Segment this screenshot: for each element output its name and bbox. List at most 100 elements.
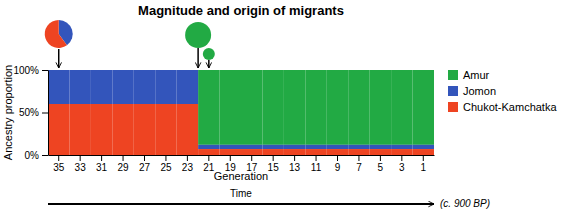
annotation: Time — [230, 188, 252, 199]
bar — [198, 145, 219, 149]
tick-mark — [358, 155, 359, 161]
tick-mark — [316, 155, 317, 161]
tick: 11 — [311, 155, 322, 173]
tick-label: 9 — [335, 162, 341, 173]
tick-label: 0% — [25, 150, 40, 161]
tick-label: 25 — [160, 162, 172, 173]
bar — [112, 104, 133, 155]
tick-mark — [337, 155, 338, 161]
bar — [284, 145, 305, 149]
bar — [305, 145, 326, 149]
tick-label: 35 — [53, 162, 65, 173]
bar — [327, 149, 348, 155]
tick-mark — [101, 155, 102, 161]
legend-item: Amur — [448, 69, 490, 81]
tick-mark — [187, 155, 188, 161]
tick: 25 — [160, 155, 172, 173]
tick-mark — [165, 155, 166, 161]
pie-slice — [45, 20, 67, 48]
bar — [155, 104, 176, 155]
bar — [241, 145, 262, 149]
bar — [198, 70, 219, 145]
migrant-circle-large — [185, 22, 211, 48]
tick: 9 — [335, 155, 341, 173]
bar — [348, 149, 369, 155]
legend-label: Amur — [463, 69, 490, 81]
bar — [241, 70, 262, 145]
tick-mark — [42, 155, 48, 156]
bar — [220, 70, 241, 145]
bar — [198, 149, 219, 155]
annotation: (c. 900 BP) — [440, 198, 490, 209]
bar — [177, 104, 198, 155]
tick-mark — [42, 113, 48, 114]
bar — [69, 70, 90, 104]
bars — [48, 70, 434, 155]
tick: 100% — [13, 65, 48, 76]
tick: 5 — [378, 155, 384, 173]
tick: 15 — [268, 155, 280, 173]
tick-label: 23 — [182, 162, 194, 173]
tick: 29 — [117, 155, 129, 173]
legend-swatch — [448, 102, 458, 112]
legend-label: Chukot-Kamchatka — [463, 101, 557, 113]
tick-mark — [80, 155, 81, 161]
migrant-circle-small — [203, 48, 215, 60]
bar — [134, 104, 155, 155]
legend-swatch — [448, 70, 458, 80]
tick-mark — [380, 155, 381, 161]
tick-label: 100% — [13, 65, 39, 76]
bar — [112, 70, 133, 104]
legend-swatch — [448, 86, 458, 96]
tick-label: 15 — [268, 162, 280, 173]
tick-mark — [401, 155, 402, 161]
legend-label: Jomon — [463, 85, 496, 97]
tick: 1 — [420, 155, 426, 173]
tick-label: 27 — [139, 162, 151, 173]
tick-label: 33 — [75, 162, 87, 173]
bar — [327, 70, 348, 145]
arrow — [48, 203, 434, 205]
bar — [370, 70, 391, 145]
tick: 3 — [399, 155, 405, 173]
tick-label: 11 — [311, 162, 322, 173]
bar — [413, 70, 434, 145]
tick-label: 29 — [117, 162, 129, 173]
tick-mark — [123, 155, 124, 161]
tick-mark — [230, 155, 231, 161]
y-axis-title: Ancestry proportion — [2, 65, 14, 160]
bar — [413, 145, 434, 149]
bar — [69, 104, 90, 155]
arrow — [58, 49, 60, 68]
tick-mark — [58, 155, 59, 161]
bar — [391, 145, 412, 149]
series-bars — [198, 70, 434, 145]
chart: 35333129272523211917151311975310%50%100%… — [0, 0, 569, 221]
bar — [262, 145, 283, 149]
tick: 0% — [25, 150, 48, 161]
tick: 7 — [356, 155, 362, 173]
bar — [262, 149, 283, 155]
bar — [48, 70, 69, 104]
bar — [370, 149, 391, 155]
bar — [262, 70, 283, 145]
tick-label: 13 — [289, 162, 301, 173]
legend-item: Chukot-Kamchatka — [448, 101, 557, 113]
legend-item: Jomon — [448, 85, 496, 97]
bar — [91, 104, 112, 155]
bar — [370, 145, 391, 149]
bar — [348, 145, 369, 149]
bar — [241, 149, 262, 155]
x-axis-title: Generation — [214, 170, 268, 182]
bar — [134, 70, 155, 104]
tick: 23 — [182, 155, 194, 173]
tick-mark — [42, 70, 48, 71]
bar — [391, 149, 412, 155]
annotations — [45, 20, 434, 204]
arrow — [197, 48, 199, 68]
tick: 31 — [96, 155, 108, 173]
legend: Amur Jomon Chukot-Kamchatka — [448, 69, 557, 113]
tick: 33 — [75, 155, 87, 173]
tick-label: 31 — [96, 162, 108, 173]
bar — [177, 70, 198, 104]
